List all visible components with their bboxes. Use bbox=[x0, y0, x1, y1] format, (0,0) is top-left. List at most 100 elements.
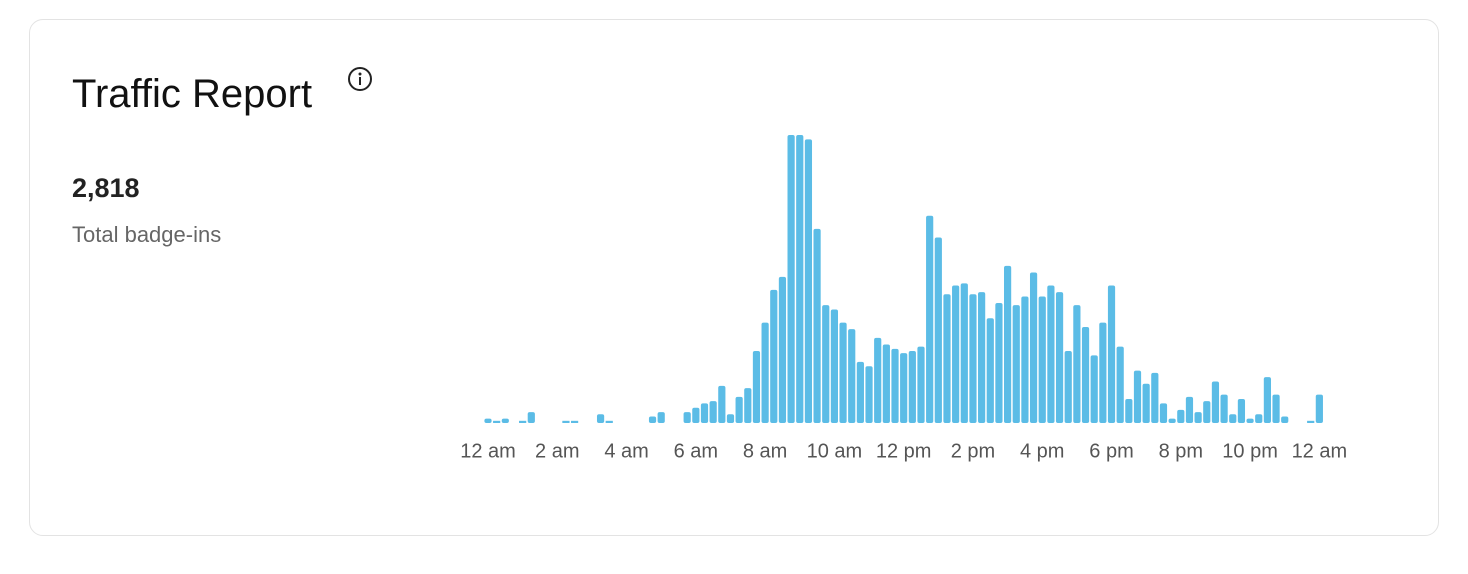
bar bbox=[657, 412, 665, 423]
x-tick-label: 12 pm bbox=[876, 440, 932, 462]
bar bbox=[1151, 372, 1159, 423]
bar bbox=[934, 237, 942, 423]
info-icon[interactable] bbox=[347, 66, 373, 92]
bar bbox=[787, 135, 795, 423]
bar bbox=[1047, 285, 1055, 423]
bar bbox=[1012, 305, 1020, 423]
bar bbox=[493, 420, 501, 423]
bar bbox=[484, 418, 492, 423]
bar bbox=[1021, 296, 1029, 423]
bar bbox=[1255, 414, 1263, 423]
bar bbox=[1073, 305, 1081, 423]
bar bbox=[1142, 383, 1150, 423]
x-tick-label: 2 am bbox=[535, 440, 579, 462]
bar bbox=[1229, 414, 1237, 423]
total-value: 2,818 bbox=[72, 173, 140, 203]
bar bbox=[960, 283, 968, 423]
bar bbox=[1315, 394, 1323, 423]
bar bbox=[1220, 394, 1228, 423]
bar bbox=[917, 346, 925, 423]
bar bbox=[969, 294, 977, 423]
bar bbox=[1177, 409, 1185, 423]
bar bbox=[648, 416, 657, 423]
bar bbox=[571, 420, 579, 423]
x-tick-label: 6 pm bbox=[1089, 440, 1133, 462]
x-tick-label: 8 am bbox=[743, 440, 787, 462]
bar bbox=[1246, 418, 1254, 423]
bar bbox=[1029, 272, 1038, 423]
bar bbox=[856, 361, 864, 423]
bar bbox=[1281, 416, 1289, 423]
bar bbox=[813, 228, 821, 423]
bar bbox=[1090, 355, 1098, 423]
bar bbox=[822, 305, 830, 423]
bar bbox=[926, 215, 934, 423]
bar bbox=[839, 322, 847, 423]
bar bbox=[891, 348, 899, 423]
x-tick-label: 4 pm bbox=[1020, 440, 1064, 462]
bar bbox=[1194, 412, 1202, 423]
bar bbox=[1055, 292, 1064, 423]
bar bbox=[770, 289, 778, 423]
bar bbox=[683, 412, 691, 423]
bar bbox=[519, 420, 527, 423]
bar bbox=[562, 420, 570, 423]
bar bbox=[1159, 403, 1168, 423]
bar bbox=[848, 329, 856, 423]
x-tick-label: 12 am bbox=[460, 440, 516, 462]
bar bbox=[778, 276, 787, 423]
bar bbox=[735, 396, 743, 423]
bar bbox=[995, 303, 1003, 423]
bar bbox=[1099, 322, 1107, 423]
x-tick-label: 10 am bbox=[807, 440, 863, 462]
bar bbox=[865, 366, 873, 423]
bar bbox=[744, 388, 752, 423]
x-tick-label: 4 am bbox=[604, 440, 648, 462]
x-tick-label: 6 am bbox=[674, 440, 718, 462]
bar bbox=[796, 135, 804, 423]
bar bbox=[874, 337, 882, 423]
bar bbox=[1263, 377, 1271, 423]
bar bbox=[986, 318, 994, 423]
bar bbox=[943, 294, 951, 423]
bar bbox=[1203, 401, 1211, 423]
title: Traffic Report bbox=[72, 72, 313, 116]
bar bbox=[692, 407, 700, 423]
bar bbox=[700, 403, 709, 423]
bar bbox=[527, 412, 535, 423]
bar bbox=[709, 401, 717, 423]
bar bbox=[761, 322, 769, 423]
bar bbox=[1211, 381, 1220, 423]
bar bbox=[908, 351, 916, 423]
bar bbox=[752, 351, 761, 423]
bar bbox=[1038, 296, 1046, 423]
bar bbox=[1307, 420, 1315, 423]
bar bbox=[900, 353, 908, 423]
bar bbox=[804, 139, 813, 423]
bar bbox=[882, 344, 890, 423]
x-tick-label: 10 pm bbox=[1222, 440, 1278, 462]
bar bbox=[1237, 399, 1246, 423]
bar bbox=[726, 414, 735, 423]
bar bbox=[605, 420, 613, 423]
bar bbox=[1004, 265, 1012, 423]
x-tick-label: 8 pm bbox=[1159, 440, 1203, 462]
bar bbox=[1107, 285, 1116, 423]
bar bbox=[1168, 418, 1176, 423]
bar bbox=[501, 418, 509, 423]
bar bbox=[1185, 396, 1194, 423]
bar bbox=[1064, 351, 1072, 423]
bar bbox=[952, 285, 960, 423]
bar bbox=[1125, 399, 1133, 423]
bar bbox=[830, 309, 838, 423]
bar bbox=[596, 414, 605, 423]
bar bbox=[978, 292, 986, 423]
bar bbox=[1116, 346, 1124, 423]
bar bbox=[718, 385, 726, 423]
x-tick-label: 2 pm bbox=[951, 440, 995, 462]
card bbox=[29, 19, 1439, 536]
total-label: Total badge-ins bbox=[72, 222, 222, 247]
bar bbox=[1272, 394, 1280, 423]
